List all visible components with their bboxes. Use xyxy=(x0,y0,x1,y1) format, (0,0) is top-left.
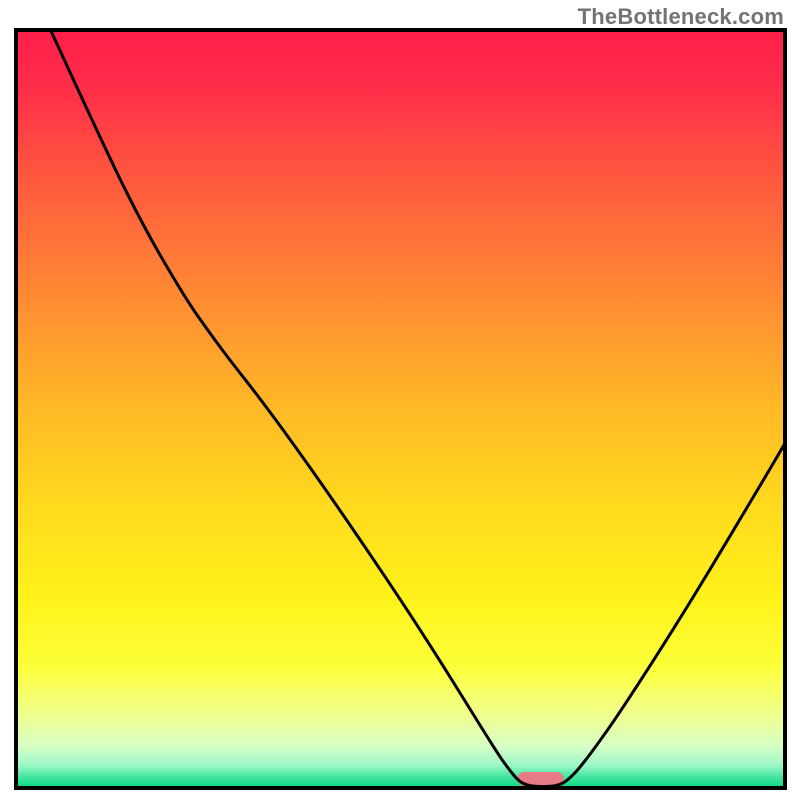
bottleneck-chart xyxy=(0,0,800,800)
chart-background xyxy=(16,30,785,788)
